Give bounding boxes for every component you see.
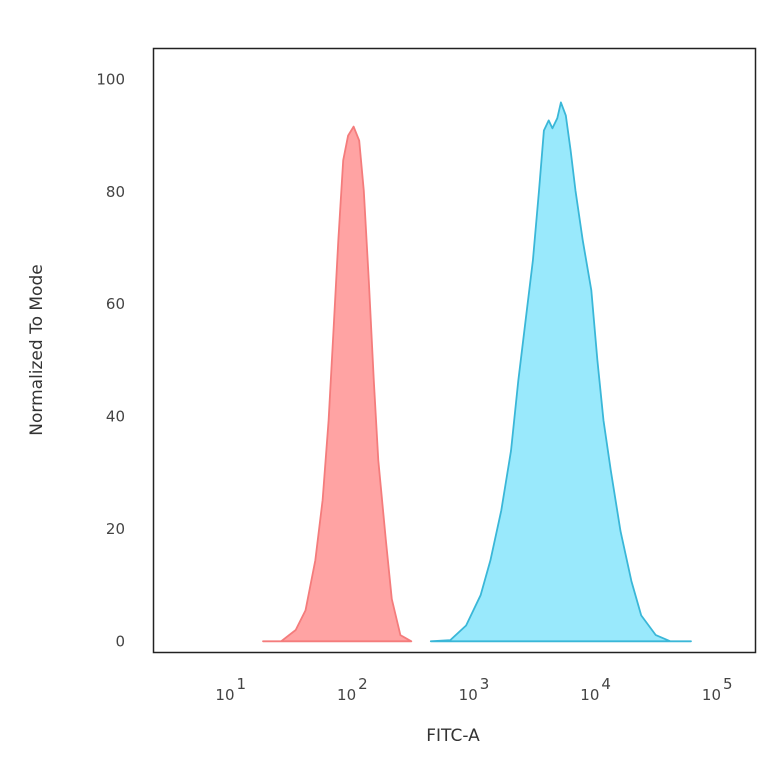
x-tick-label: 104 <box>580 675 611 704</box>
x-tick-base: 10 <box>702 686 721 704</box>
x-tick-exponent: 4 <box>601 675 611 693</box>
x-tick-base: 10 <box>215 686 234 704</box>
x-tick-exponent: 3 <box>480 675 490 693</box>
x-tick-label: 101 <box>215 675 246 704</box>
x-tick-exponent: 1 <box>237 675 247 693</box>
x-axis-label: FITC-A <box>426 726 480 746</box>
x-tick-label: 102 <box>337 675 368 704</box>
y-tick-label: 40 <box>106 408 125 426</box>
x-tick-label: 103 <box>459 675 490 704</box>
histogram-series-2 <box>429 101 692 643</box>
x-tick-base: 10 <box>337 686 356 704</box>
x-tick-label: 105 <box>702 675 733 704</box>
y-axis-label: Normalized To Mode <box>27 264 47 435</box>
y-tick-label: 20 <box>106 520 125 538</box>
x-tick-exponent: 5 <box>723 675 733 693</box>
x-tick-base: 10 <box>580 686 599 704</box>
x-tick-base: 10 <box>459 686 478 704</box>
y-tick-label: 80 <box>106 183 125 201</box>
y-tick-label: 60 <box>106 295 125 313</box>
histogram-series-1 <box>262 125 413 643</box>
y-tick-label: 100 <box>96 70 125 88</box>
plot-frame <box>152 47 757 654</box>
y-tick-label: 0 <box>115 632 125 650</box>
x-tick-exponent: 2 <box>358 675 368 693</box>
